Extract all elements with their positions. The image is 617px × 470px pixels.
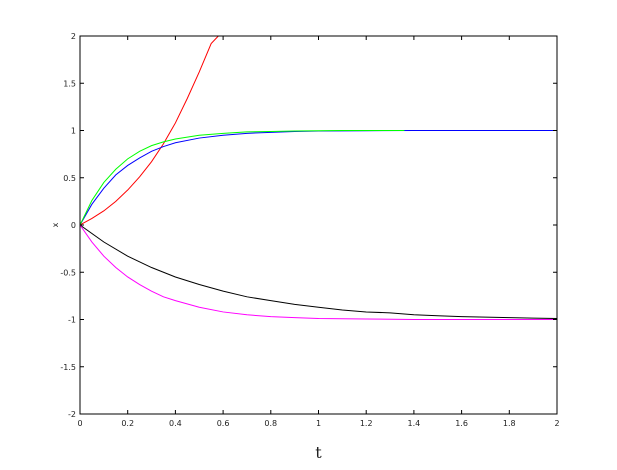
x-tick-label: 1.4 [408, 419, 421, 428]
x-tick-label: 0.8 [264, 419, 277, 428]
y-tick-label: 0.5 [63, 174, 76, 183]
x-tick-label: 1.2 [360, 419, 373, 428]
x-tick-label: 1.6 [455, 419, 468, 428]
y-tick-label: 1 [71, 127, 76, 136]
series-line-5 [80, 224, 557, 320]
series-layer [80, 36, 557, 320]
x-tick-label: 0 [77, 419, 82, 428]
x-tick-label: 1 [316, 419, 321, 428]
x-tick-label: 0.2 [121, 419, 134, 428]
tick-labels-layer: 0 0.2 0.4 0.6 0.8 1 1.2 1.4 1.6 1.8 2 -2 -1.5 -1 -0.5 0… [60, 32, 559, 428]
y-tick-label: 2 [71, 32, 76, 41]
x-tick-label: 2 [554, 419, 559, 428]
x-axis-label: t [315, 443, 322, 462]
ticks-layer [79, 35, 558, 415]
y-tick-label: -1.5 [60, 363, 76, 372]
series-line-3 [80, 130, 405, 226]
series-line-4 [80, 224, 557, 320]
series-line-1 [80, 36, 219, 226]
y-axis-label: x [51, 222, 60, 227]
y-tick-label: -1 [68, 316, 76, 325]
y-tick-label: 1.5 [63, 79, 76, 88]
y-tick-label: -2 [68, 410, 76, 419]
x-tick-label: 1.8 [503, 419, 516, 428]
y-tick-label: -0.5 [60, 268, 76, 277]
x-tick-label: 0.4 [169, 419, 182, 428]
y-tick-label: 0 [71, 221, 76, 230]
series-line-2 [80, 130, 557, 226]
x-tick-label: 0.6 [217, 419, 230, 428]
